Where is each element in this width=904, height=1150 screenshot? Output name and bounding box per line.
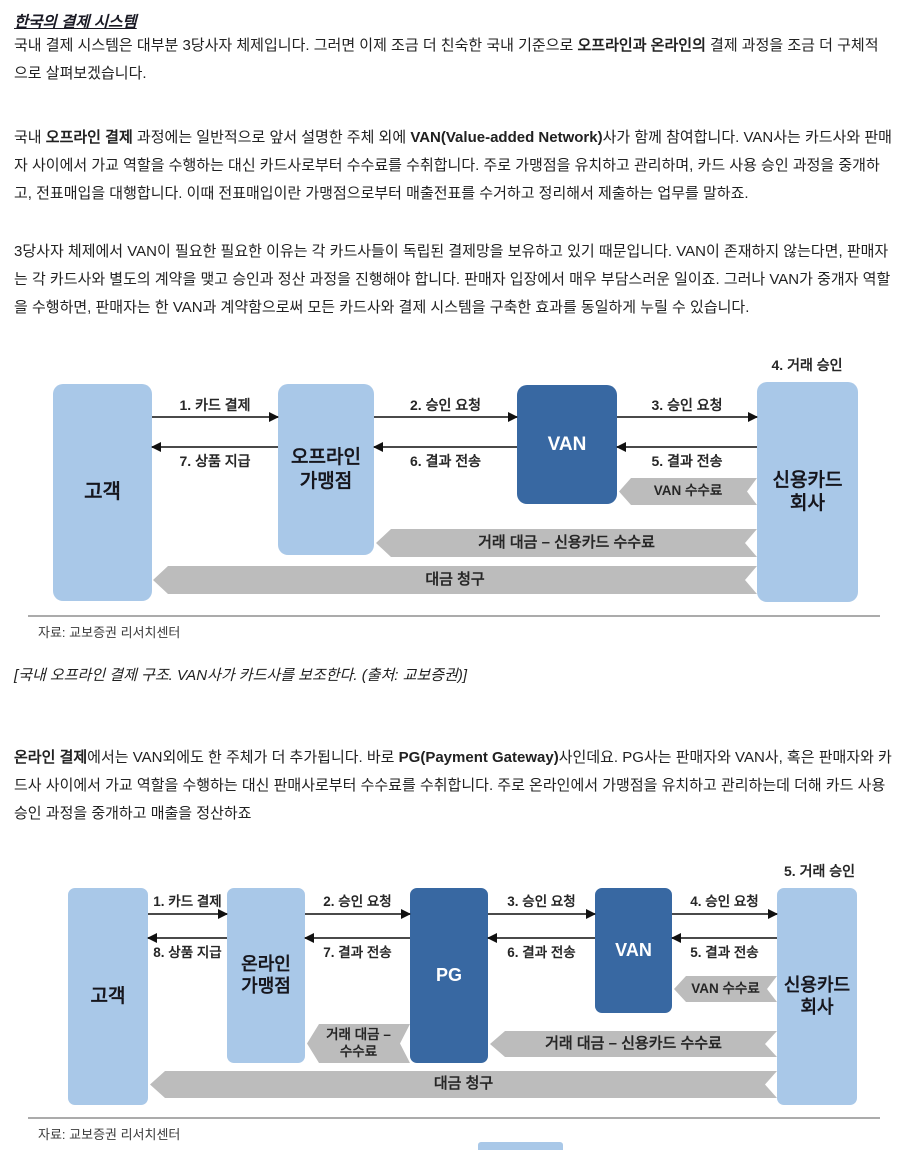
arrow-approval-request-3 — [672, 913, 777, 915]
transaction-approval-label: 5. 거래 승인 — [784, 863, 855, 879]
source-note: 자료: 교보증권 리서치센터 — [38, 625, 181, 640]
label-approval-request-2: 3. 승인 요청 — [651, 397, 723, 413]
label-result-send-3: 7. 결과 전송 — [323, 945, 392, 960]
paragraph-offline: 국내 오프라인 결제 과정에는 일반적으로 앞서 설명한 주체 외에 VAN(V… — [14, 129, 892, 202]
van-fee-banner: VAN 수수료 — [674, 976, 777, 1002]
offline-payment-diagram: 4. 거래 승인 고객 오프라인 가맹점 VAN 신용카드 회사 1. 카드 결… — [0, 340, 904, 640]
arrow-card-payment — [148, 913, 227, 915]
label-approval-request-1: 2. 승인 요청 — [410, 397, 481, 413]
next-diagram-cutoff-box — [478, 1142, 563, 1150]
label-approval-request-3: 4. 승인 요청 — [690, 894, 759, 909]
card-company-box: 신용카드 회사 — [757, 382, 858, 602]
arrow-result-send-1 — [617, 446, 757, 448]
billing-banner: 대금 청구 — [150, 1071, 777, 1098]
arrow-approval-request-2 — [488, 913, 595, 915]
label-result-send-2: 6. 결과 전송 — [507, 945, 576, 960]
offline-diagram-caption: [국내 오프라인 결제 구조. VAN사가 카드사를 보조한다. (출처: 교보… — [14, 667, 467, 684]
pg-box: PG — [410, 888, 488, 1063]
label-result-send-1: 5. 결과 전송 — [651, 453, 723, 469]
arrow-approval-request-1 — [374, 416, 517, 418]
arrow-goods-delivery — [148, 937, 227, 939]
card-company-box: 신용카드 회사 — [777, 888, 857, 1105]
source-note: 자료: 교보증권 리서치센터 — [38, 1127, 181, 1142]
pg-fee-banner: 거래 대금 – 수수료 — [307, 1024, 410, 1063]
online-merchant-box: 온라인 가맹점 — [227, 888, 305, 1063]
customer-box: 고객 — [53, 384, 152, 601]
paragraph-online: 온라인 결제에서는 VAN외에도 한 주체가 더 추가됩니다. 바로 PG(Pa… — [14, 749, 892, 822]
paragraph-van: 3당사자 체제에서 VAN이 필요한 필요한 이유는 각 카드사들이 독립된 결… — [14, 243, 891, 316]
arrow-result-send-1 — [672, 937, 777, 939]
label-card-payment: 1. 카드 결제 — [179, 397, 251, 413]
customer-box: 고객 — [68, 888, 148, 1105]
label-result-send-2: 6. 결과 전송 — [410, 453, 481, 469]
van-fee-banner: VAN 수수료 — [619, 478, 757, 505]
label-goods-delivery: 7. 상품 지급 — [179, 453, 251, 469]
source-divider — [28, 615, 880, 617]
offline-merchant-box: 오프라인 가맹점 — [278, 384, 374, 555]
arrow-approval-request-1 — [305, 913, 410, 915]
label-approval-request-2: 3. 승인 요청 — [507, 894, 576, 909]
arrow-card-payment — [152, 416, 278, 418]
arrow-result-send-2 — [488, 937, 595, 939]
settlement-banner: 거래 대금 – 신용카드 수수료 — [490, 1031, 777, 1057]
source-divider — [28, 1117, 880, 1119]
label-approval-request-1: 2. 승인 요청 — [323, 894, 392, 909]
settlement-banner: 거래 대금 – 신용카드 수수료 — [376, 529, 757, 557]
transaction-approval-label: 4. 거래 승인 — [771, 357, 843, 373]
label-goods-delivery: 8. 상품 지급 — [153, 945, 222, 960]
paragraph-intro: 국내 결제 시스템은 대부분 3당사자 체제입니다. 그러면 이제 조금 더 친… — [14, 37, 879, 82]
arrow-approval-request-2 — [617, 416, 757, 418]
label-result-send-1: 5. 결과 전송 — [690, 945, 759, 960]
billing-banner: 대금 청구 — [153, 566, 757, 594]
online-payment-diagram: 5. 거래 승인 고객 온라인 가맹점 PG VAN 신용카드 회사 1. 카드… — [0, 860, 904, 1150]
van-box: VAN — [595, 888, 672, 1013]
page-title: 한국의 결제 시스템 — [14, 14, 137, 31]
arrow-result-send-3 — [305, 937, 410, 939]
label-card-payment: 1. 카드 결제 — [153, 894, 222, 909]
arrow-goods-delivery — [152, 446, 278, 448]
arrow-result-send-2 — [374, 446, 517, 448]
van-box: VAN — [517, 385, 617, 504]
